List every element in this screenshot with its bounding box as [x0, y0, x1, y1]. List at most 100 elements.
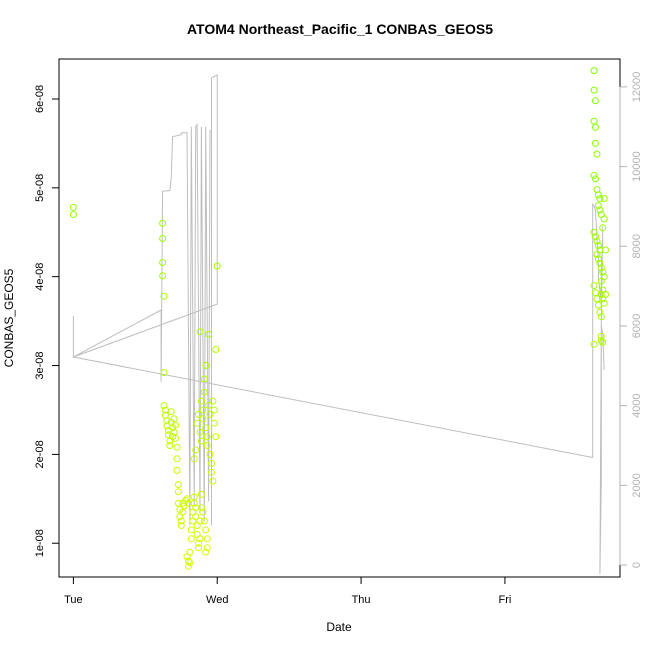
data-point	[210, 419, 218, 427]
y-axis-right: 0 2000 4000 6000 8000 10000 12000	[619, 72, 643, 568]
data-point	[208, 468, 215, 476]
data-point	[196, 517, 204, 525]
data-point	[203, 544, 211, 552]
data-point	[600, 299, 608, 307]
data-point	[210, 406, 218, 414]
data-point	[592, 233, 599, 241]
data-point	[590, 340, 598, 348]
data-point	[177, 522, 185, 529]
data-point	[592, 97, 599, 105]
data-point	[69, 203, 77, 211]
data-point	[597, 264, 605, 272]
data-point	[203, 442, 211, 449]
data-point	[172, 421, 179, 429]
data-point	[203, 535, 211, 543]
data-point	[187, 526, 195, 534]
y2-tick-label: 0	[631, 562, 643, 568]
data-point	[590, 228, 598, 236]
data-point	[160, 369, 168, 377]
y-tick-label: 1e-08	[34, 529, 46, 557]
x-tick-label: Thu	[352, 594, 371, 606]
data-point	[600, 273, 608, 281]
data-point	[166, 442, 174, 449]
x-tick-label: Tue	[64, 594, 83, 606]
data-point	[600, 215, 608, 223]
data-point	[202, 424, 210, 432]
data-point	[597, 313, 605, 321]
data-point	[159, 272, 167, 280]
data-point	[190, 493, 198, 501]
y-tick-label: 5e-08	[34, 174, 46, 202]
y2-tick-label: 12000	[631, 72, 643, 103]
data-point	[599, 338, 607, 346]
data-point	[195, 539, 202, 547]
data-point	[196, 328, 204, 336]
data-point	[213, 262, 221, 270]
data-point	[199, 406, 207, 414]
y-tick-label: 2e-08	[34, 440, 46, 468]
y-axis-label: CONBAS_GEOS5	[2, 268, 16, 367]
data-point	[212, 346, 220, 353]
data-point	[208, 459, 215, 467]
data-point	[209, 397, 217, 405]
data-point	[199, 415, 207, 423]
data-point	[600, 195, 608, 202]
data-point	[187, 535, 195, 543]
x-tick-label: Wed	[206, 594, 228, 606]
data-point	[590, 86, 598, 94]
y-axis-left: 1e-08 2e-08 3e-08 4e-08 5e-08 6e-08	[34, 85, 60, 557]
data-point	[173, 466, 181, 474]
data-point	[196, 428, 204, 436]
data-point	[594, 202, 602, 210]
data-point	[206, 410, 214, 418]
data-point	[593, 237, 601, 245]
data-point	[205, 330, 213, 338]
data-point	[590, 282, 598, 290]
data-point	[192, 513, 200, 521]
data-point	[200, 375, 208, 383]
data-point	[590, 67, 598, 75]
data-point	[602, 246, 610, 254]
data-point	[174, 488, 182, 496]
data-point	[196, 535, 204, 543]
data-point	[186, 548, 194, 556]
data-point	[190, 455, 198, 463]
data-point	[197, 437, 205, 445]
data-point	[199, 508, 207, 516]
data-point	[200, 517, 208, 525]
data-point	[163, 417, 171, 425]
y2-tick-label: 4000	[631, 393, 643, 417]
y-tick-label: 4e-08	[34, 263, 46, 291]
x-axis-label: Date	[326, 620, 352, 634]
data-point	[593, 251, 601, 258]
scatter-series-group	[69, 67, 610, 570]
data-point	[167, 408, 175, 416]
x-axis: Tue Wed Thu Fri	[64, 576, 511, 606]
y-tick-label: 6e-08	[34, 85, 46, 113]
data-point	[209, 477, 217, 485]
data-point	[173, 443, 181, 451]
y2-tick-label: 6000	[631, 314, 643, 338]
y2-tick-label: 10000	[631, 151, 643, 182]
data-point	[197, 490, 205, 498]
data-point	[197, 397, 205, 405]
data-point	[173, 455, 181, 463]
data-point	[596, 308, 604, 316]
data-point	[172, 434, 179, 442]
data-point	[594, 255, 602, 263]
data-point	[164, 431, 172, 439]
data-point	[186, 559, 194, 567]
data-point	[185, 557, 192, 565]
data-point	[202, 526, 210, 534]
data-point	[195, 544, 202, 552]
data-point	[200, 388, 208, 396]
data-point	[594, 242, 602, 250]
data-point	[174, 481, 182, 489]
data-point	[597, 337, 605, 345]
data-point	[177, 517, 185, 525]
data-point	[160, 402, 168, 409]
data-point	[69, 211, 77, 218]
data-point	[592, 123, 599, 131]
chart-title: ATOM4 Northeast_Pacific_1 CONBAS_GEOS5	[187, 21, 493, 37]
data-point	[596, 206, 604, 214]
